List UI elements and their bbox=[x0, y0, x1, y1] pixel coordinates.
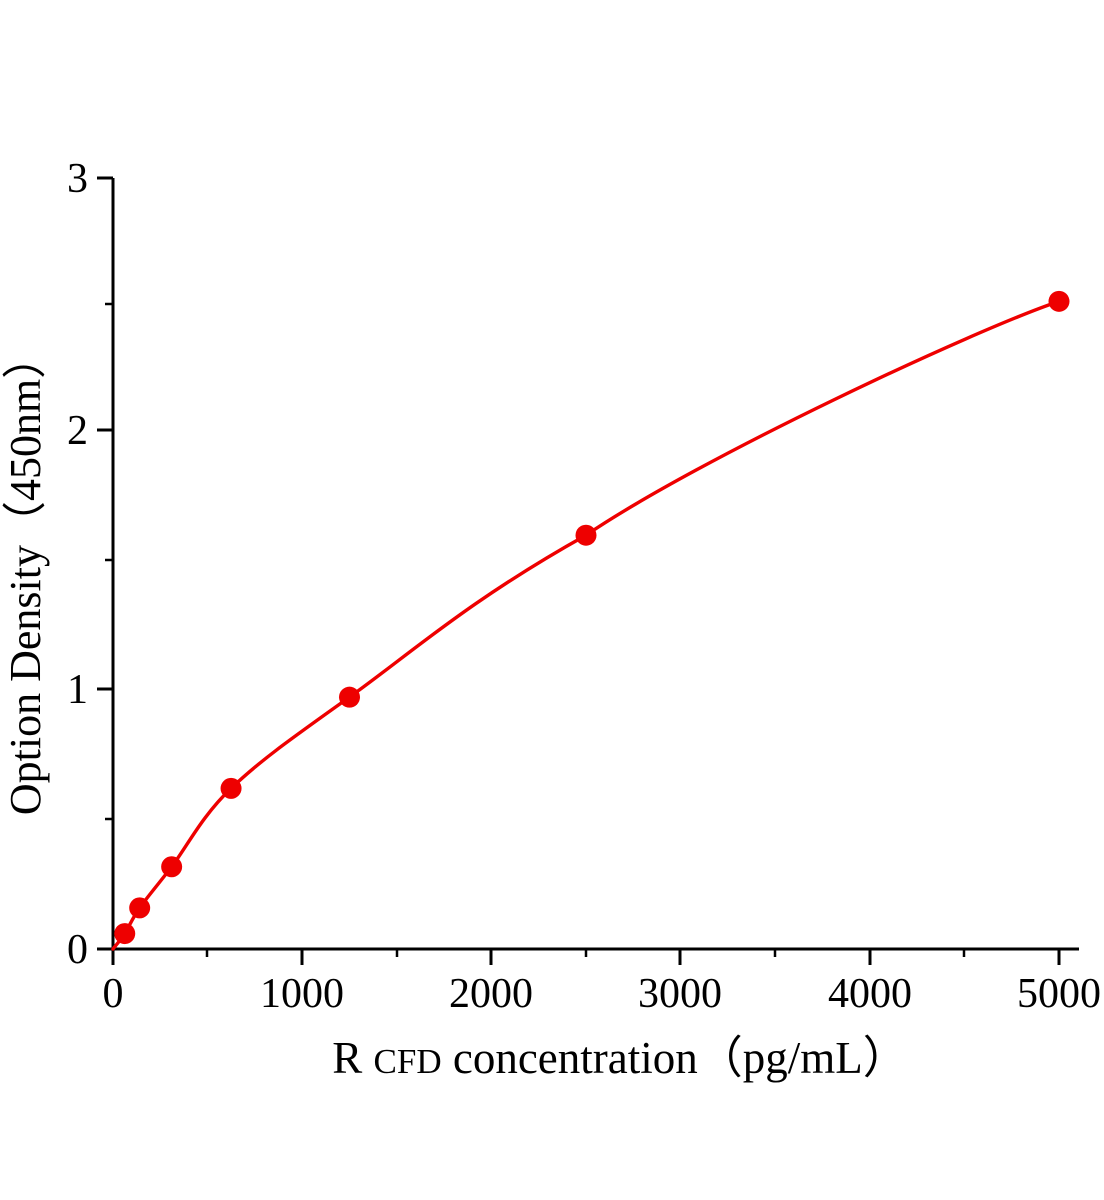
svg-text:R CFD concentration（pg/mL）: R CFD concentration（pg/mL） bbox=[332, 1033, 908, 1083]
svg-text:3: 3 bbox=[67, 156, 88, 202]
svg-text:Option Density（450nm）: Option Density（450nm） bbox=[1, 335, 50, 815]
svg-text:3000: 3000 bbox=[638, 971, 722, 1017]
svg-text:1000: 1000 bbox=[260, 971, 344, 1017]
svg-text:0: 0 bbox=[67, 927, 88, 973]
svg-text:2: 2 bbox=[67, 408, 88, 454]
svg-text:2000: 2000 bbox=[449, 971, 533, 1017]
svg-text:1: 1 bbox=[67, 667, 88, 713]
svg-text:0: 0 bbox=[103, 971, 124, 1017]
svg-text:5000: 5000 bbox=[1017, 971, 1101, 1017]
svg-text:4000: 4000 bbox=[828, 971, 912, 1017]
